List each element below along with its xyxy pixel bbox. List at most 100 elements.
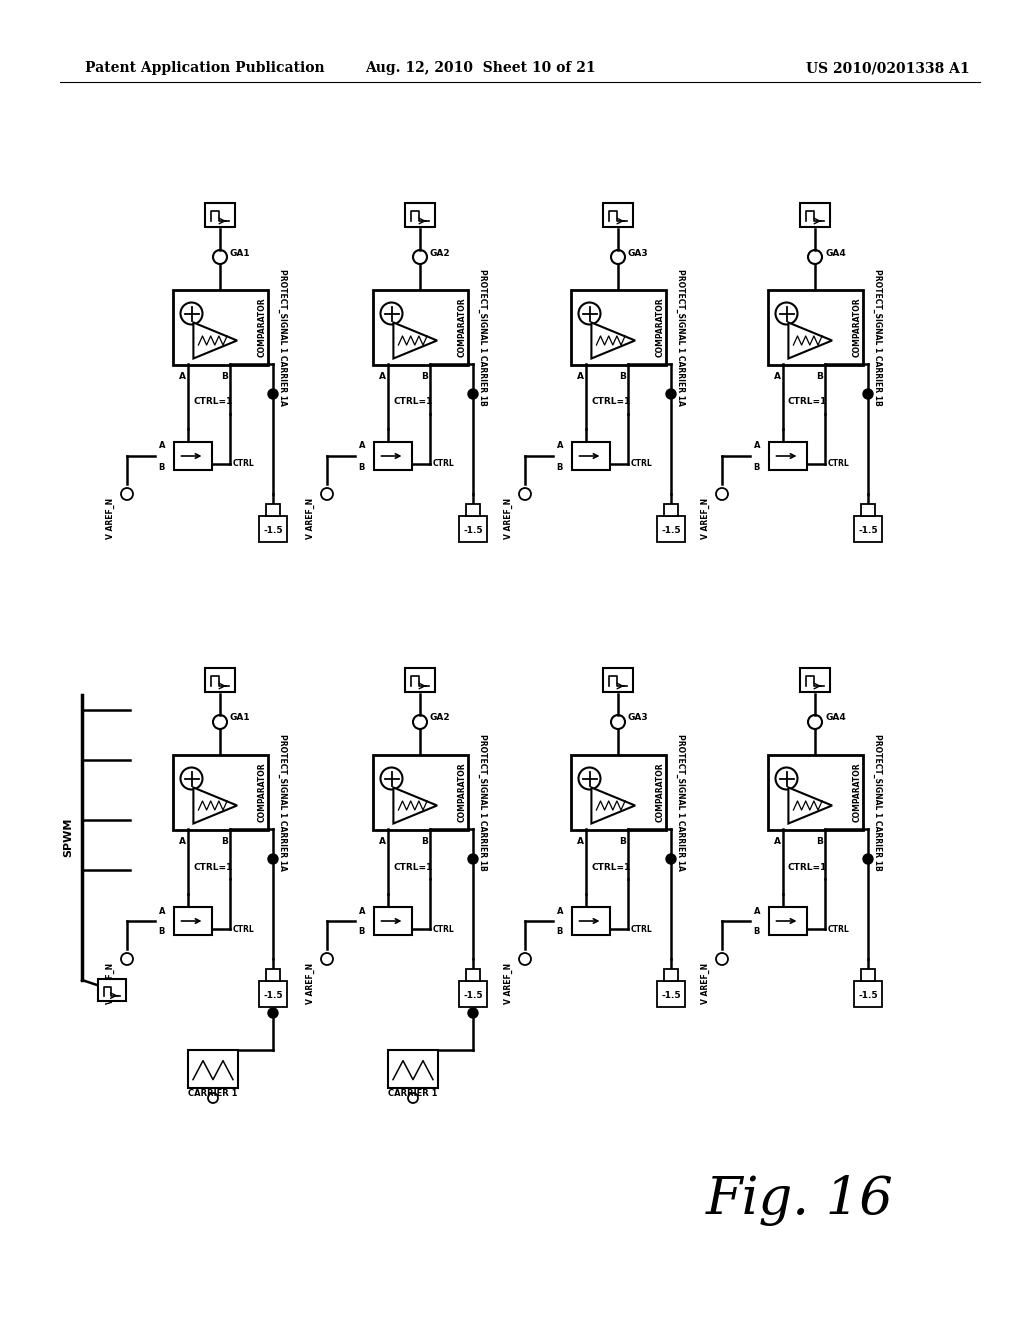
Text: PROTECT_SIGNAL 1 CARRIER 1A: PROTECT_SIGNAL 1 CARRIER 1A bbox=[677, 268, 686, 405]
Text: US 2010/0201338 A1: US 2010/0201338 A1 bbox=[806, 61, 970, 75]
Text: CTRL=1: CTRL=1 bbox=[788, 397, 827, 407]
Text: A: A bbox=[754, 907, 760, 916]
Polygon shape bbox=[592, 788, 635, 824]
Bar bbox=[603, 203, 633, 227]
Bar bbox=[768, 289, 862, 364]
Polygon shape bbox=[393, 322, 437, 359]
Bar bbox=[572, 442, 610, 470]
Text: A: A bbox=[556, 907, 563, 916]
Bar bbox=[374, 442, 412, 470]
Text: V AREF_N: V AREF_N bbox=[105, 498, 115, 539]
Text: PROTECT_SIGNAL 1 CARRIER 1B: PROTECT_SIGNAL 1 CARRIER 1B bbox=[478, 269, 487, 405]
Bar bbox=[459, 981, 487, 1007]
Circle shape bbox=[863, 854, 873, 865]
Circle shape bbox=[666, 389, 676, 399]
Text: PROTECT_SIGNAL 1 CARRIER 1A: PROTECT_SIGNAL 1 CARRIER 1A bbox=[677, 734, 686, 870]
Bar bbox=[172, 289, 267, 364]
Bar bbox=[205, 668, 234, 692]
Text: Aug. 12, 2010  Sheet 10 of 21: Aug. 12, 2010 Sheet 10 of 21 bbox=[365, 61, 595, 75]
Text: PROTECT_SIGNAL 1 CARRIER 1A: PROTECT_SIGNAL 1 CARRIER 1A bbox=[279, 734, 288, 870]
Bar bbox=[373, 289, 468, 364]
Bar bbox=[374, 907, 412, 935]
Text: PROTECT_SIGNAL 1 CARRIER 1B: PROTECT_SIGNAL 1 CARRIER 1B bbox=[873, 269, 883, 405]
Text: -1.5: -1.5 bbox=[463, 991, 482, 1001]
Bar bbox=[406, 668, 435, 692]
Text: GA2: GA2 bbox=[430, 248, 451, 257]
Text: SPWM: SPWM bbox=[63, 818, 73, 857]
Text: V AREF_N: V AREF_N bbox=[504, 964, 513, 1005]
Text: CTRL=1: CTRL=1 bbox=[193, 397, 232, 407]
Bar bbox=[854, 981, 882, 1007]
Text: GA1: GA1 bbox=[230, 714, 251, 722]
Text: B: B bbox=[421, 837, 428, 846]
Bar bbox=[657, 516, 685, 543]
Circle shape bbox=[468, 389, 478, 399]
Text: CTRL: CTRL bbox=[233, 459, 255, 469]
Text: CTRL=1: CTRL=1 bbox=[193, 862, 232, 871]
Text: COMPARATOR: COMPARATOR bbox=[458, 297, 466, 356]
Text: B: B bbox=[159, 928, 165, 936]
Bar bbox=[861, 969, 874, 981]
Circle shape bbox=[468, 1008, 478, 1018]
Text: COMPARATOR: COMPARATOR bbox=[655, 297, 665, 356]
Text: PROTECT_SIGNAL 1 CARRIER 1B: PROTECT_SIGNAL 1 CARRIER 1B bbox=[478, 734, 487, 870]
Bar bbox=[570, 289, 666, 364]
Text: GA1: GA1 bbox=[230, 248, 251, 257]
Polygon shape bbox=[788, 788, 833, 824]
Text: CTRL: CTRL bbox=[828, 924, 850, 933]
Text: CARRIER 1: CARRIER 1 bbox=[388, 1089, 437, 1097]
Text: Patent Application Publication: Patent Application Publication bbox=[85, 61, 325, 75]
Bar bbox=[768, 755, 862, 829]
Circle shape bbox=[268, 854, 278, 865]
Circle shape bbox=[863, 389, 873, 399]
Text: Fig. 16: Fig. 16 bbox=[707, 1175, 894, 1225]
Bar bbox=[174, 442, 212, 470]
Polygon shape bbox=[194, 788, 238, 824]
Bar bbox=[373, 755, 468, 829]
Bar bbox=[388, 1049, 438, 1088]
Text: COMPARATOR: COMPARATOR bbox=[257, 762, 266, 822]
Text: B: B bbox=[221, 837, 228, 846]
Text: COMPARATOR: COMPARATOR bbox=[852, 762, 861, 822]
Text: B: B bbox=[421, 372, 428, 381]
Text: A: A bbox=[577, 837, 584, 846]
Bar bbox=[205, 203, 234, 227]
Text: A: A bbox=[179, 837, 186, 846]
Text: GA2: GA2 bbox=[430, 714, 451, 722]
Bar bbox=[570, 755, 666, 829]
Text: -1.5: -1.5 bbox=[858, 991, 878, 1001]
Text: -1.5: -1.5 bbox=[662, 527, 681, 536]
Text: B: B bbox=[620, 837, 626, 846]
Bar bbox=[266, 969, 280, 981]
Text: B: B bbox=[159, 462, 165, 471]
Bar bbox=[174, 907, 212, 935]
Text: COMPARATOR: COMPARATOR bbox=[257, 297, 266, 356]
Text: A: A bbox=[159, 441, 165, 450]
Bar bbox=[406, 203, 435, 227]
Polygon shape bbox=[393, 788, 437, 824]
Bar bbox=[98, 979, 126, 1001]
Bar bbox=[259, 981, 287, 1007]
Text: B: B bbox=[816, 837, 823, 846]
Text: A: A bbox=[556, 441, 563, 450]
Text: CARRIER 1: CARRIER 1 bbox=[188, 1089, 238, 1097]
Bar bbox=[769, 442, 807, 470]
Text: CTRL=1: CTRL=1 bbox=[393, 862, 432, 871]
Text: A: A bbox=[358, 441, 365, 450]
Text: B: B bbox=[754, 928, 760, 936]
Text: GA4: GA4 bbox=[825, 248, 846, 257]
Text: A: A bbox=[379, 837, 386, 846]
Bar bbox=[188, 1049, 238, 1088]
Text: COMPARATOR: COMPARATOR bbox=[458, 762, 466, 822]
Text: CTRL=1: CTRL=1 bbox=[591, 862, 631, 871]
Text: B: B bbox=[221, 372, 228, 381]
Text: A: A bbox=[774, 837, 781, 846]
Bar bbox=[259, 516, 287, 543]
Bar bbox=[466, 969, 480, 981]
Text: V AREF_N: V AREF_N bbox=[504, 498, 513, 539]
Text: COMPARATOR: COMPARATOR bbox=[852, 297, 861, 356]
Circle shape bbox=[268, 1008, 278, 1018]
Text: A: A bbox=[358, 907, 365, 916]
Bar bbox=[459, 516, 487, 543]
Text: V AREF_N: V AREF_N bbox=[306, 964, 315, 1005]
